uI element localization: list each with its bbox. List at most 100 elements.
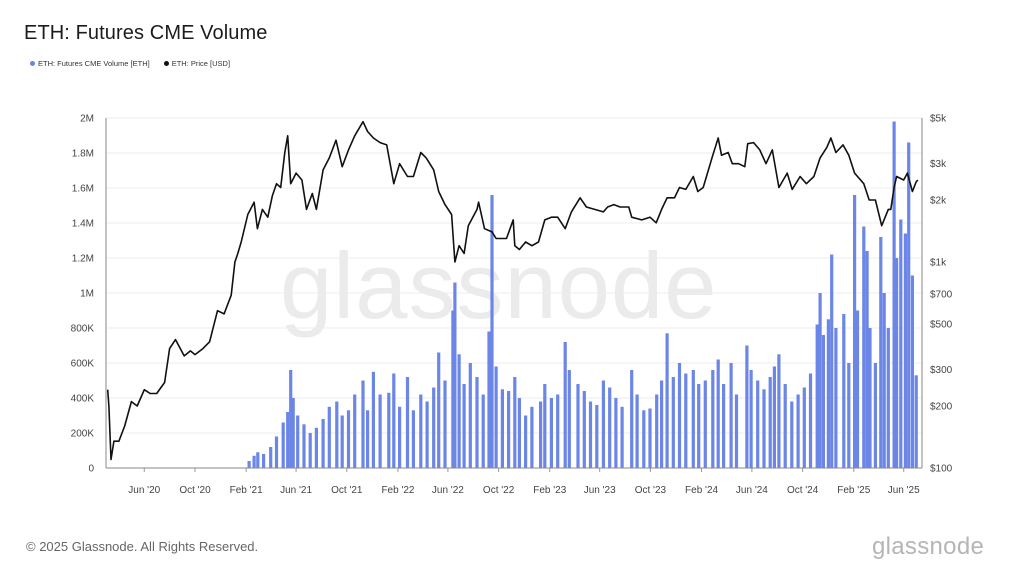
volume-bar [620, 406, 624, 469]
x-axis-tick-label: Jun '23 [584, 485, 616, 496]
x-axis-tick-label: Feb '24 [685, 485, 718, 496]
legend-item-volume[interactable]: ETH: Futures CME Volume [ETH] [30, 59, 150, 68]
x-axis-tick-label: Feb '23 [533, 485, 566, 496]
legend-label-volume: ETH: Futures CME Volume [ETH] [38, 59, 150, 68]
volume-bar [371, 371, 375, 469]
volume-bar [745, 345, 749, 468]
volume-bar [494, 366, 498, 468]
volume-bar [281, 422, 285, 468]
right-axis-tick-label: $200 [930, 401, 953, 412]
volume-bar [873, 363, 877, 468]
left-axis-tick-label: 200K [71, 429, 95, 440]
volume-bar [405, 377, 410, 468]
volume-bar [886, 328, 890, 468]
volume-bar [815, 324, 819, 468]
volume-bar [729, 363, 733, 468]
volume-bar [378, 394, 382, 468]
volume-bar [524, 415, 528, 468]
volume-bar [588, 401, 593, 468]
axes: 0 200K 400K 600K 800K 1M 1.2M 1.4M 1.6M 1.8M 2M $10… [71, 114, 953, 497]
volume-bar [419, 394, 423, 468]
volume-bar [853, 195, 857, 468]
volume-bar [665, 333, 669, 469]
volume-bar [614, 398, 618, 468]
x-axis-tick-label: Jun '25 [888, 485, 920, 496]
volume-bar [549, 398, 553, 468]
volume-bar [914, 375, 918, 469]
volume-bar [808, 373, 813, 468]
volume-bar [855, 310, 860, 468]
volume-bar [314, 427, 318, 469]
volume-bar [608, 387, 612, 468]
volume-bar [392, 373, 396, 468]
volume-bar [340, 415, 344, 468]
volume-bar [296, 415, 300, 468]
volume-bar [842, 314, 846, 468]
volume-bar [582, 391, 586, 468]
left-axis-tick-label: 0 [88, 464, 94, 475]
x-axis-tick-label: Jun '21 [280, 485, 312, 496]
volume-bar [868, 328, 872, 468]
legend-label-price: ETH: Price [USD] [171, 59, 231, 68]
volume-bar [907, 142, 911, 468]
volume-bar [595, 405, 599, 468]
volume-bar [830, 254, 834, 468]
x-axis-tick-label: Jun '20 [128, 485, 160, 496]
volume-bar [783, 384, 787, 468]
volume-bar [269, 447, 273, 468]
volume-bar [630, 370, 634, 468]
volume-bar [398, 406, 402, 469]
volume-bar [346, 410, 351, 469]
x-axis-tick-label: Oct '21 [331, 485, 363, 496]
volume-bar [462, 384, 466, 468]
volume-bar [576, 384, 580, 468]
volume-bar [677, 363, 682, 468]
right-axis-tick-label: $700 [930, 289, 953, 300]
x-axis-tick-label: Feb '21 [230, 485, 263, 496]
x-axis-tick-label: Jun '22 [432, 485, 464, 496]
volume-bar [543, 384, 547, 468]
volume-bar [802, 387, 806, 468]
volume-bar [756, 380, 760, 468]
volume-bar [539, 401, 543, 468]
volume-bar [437, 352, 441, 468]
left-axis-tick-label: 1M [80, 289, 94, 300]
left-axis-tick-label: 1.8M [72, 149, 94, 160]
volume-bar [722, 384, 726, 468]
volume-bar [490, 195, 494, 468]
volume-bar [879, 237, 883, 468]
chart-title: ETH: Futures CME Volume [24, 22, 268, 44]
volume-bar [821, 335, 825, 468]
right-axis-tick-label: $500 [930, 320, 953, 331]
legend-item-price[interactable]: ETH: Price [USD] [163, 59, 231, 68]
volume-bar [286, 412, 290, 468]
volume-bar [865, 251, 869, 468]
volume-bar [274, 436, 279, 468]
volume-bar [777, 354, 781, 469]
left-axis-tick-label: 2M [80, 114, 94, 125]
volume-bar [530, 406, 534, 469]
x-axis-tick-label: Oct '23 [635, 485, 667, 496]
volume-bar [353, 394, 357, 468]
volume-bar [826, 319, 830, 469]
x-axis-tick-label: Oct '20 [179, 485, 211, 496]
volume-bar [475, 377, 479, 468]
right-axis-tick-label: $5k [930, 114, 947, 125]
x-axis-tick-label: Feb '22 [381, 485, 414, 496]
volume-bar [734, 394, 739, 468]
volume-bar [457, 354, 461, 469]
copyright-footer: © 2025 Glassnode. All Rights Reserved. [26, 539, 259, 554]
volume-bar [335, 401, 339, 468]
volume-bar [697, 384, 701, 468]
volume-bar [432, 387, 436, 468]
volume-bar [749, 370, 753, 468]
volume-bar [443, 380, 447, 468]
right-axis-tick-label: $3k [930, 159, 947, 170]
volume-bar [862, 226, 866, 468]
volume-bar [768, 377, 772, 468]
volume-bar [252, 455, 256, 469]
right-axis-tick-label: $2k [930, 195, 947, 206]
volume-bar [834, 328, 838, 468]
volume-bar [517, 398, 521, 468]
